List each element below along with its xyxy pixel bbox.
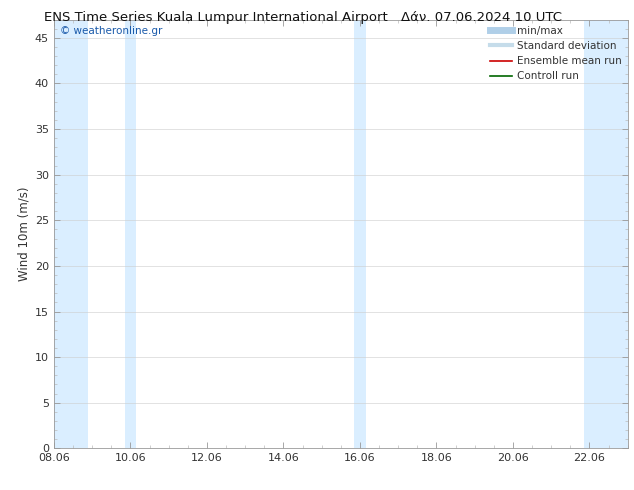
Bar xyxy=(54,20,88,448)
Bar xyxy=(354,20,366,448)
Bar xyxy=(584,20,628,448)
Text: ENS Time Series Kuala Lumpur International Airport: ENS Time Series Kuala Lumpur Internation… xyxy=(44,11,387,24)
Y-axis label: Wind 10m (m/s): Wind 10m (m/s) xyxy=(18,187,30,281)
Text: Δάν. 07.06.2024 10 UTC: Δάν. 07.06.2024 10 UTC xyxy=(401,11,562,24)
Legend: min/max, Standard deviation, Ensemble mean run, Controll run: min/max, Standard deviation, Ensemble me… xyxy=(486,22,626,86)
Bar xyxy=(125,20,136,448)
Text: © weatheronline.gr: © weatheronline.gr xyxy=(60,26,162,36)
